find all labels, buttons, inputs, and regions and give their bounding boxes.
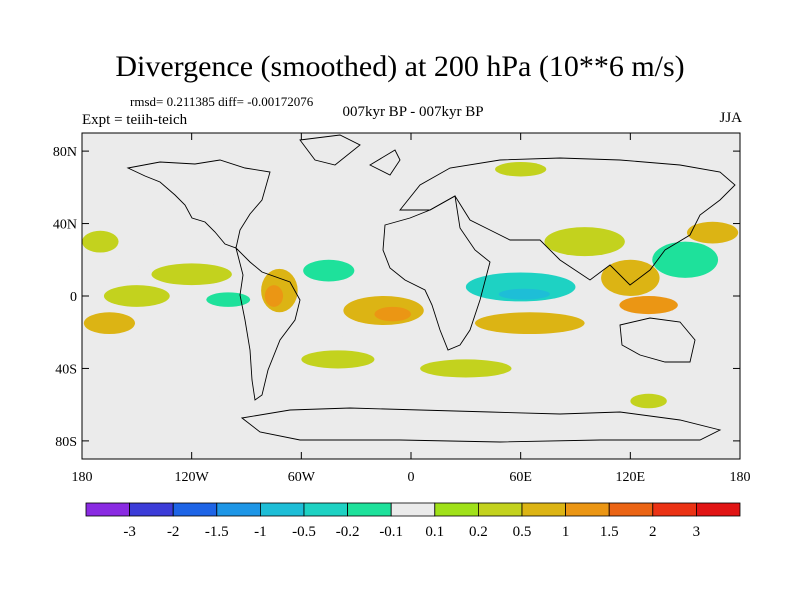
- field-region: [259, 223, 326, 249]
- colorbar-swatch: [216, 502, 261, 517]
- field-region: [319, 161, 393, 177]
- field-region: [96, 256, 141, 293]
- field-region: [495, 161, 547, 177]
- colorbar-swatch: [565, 502, 610, 517]
- colorbar-swatch: [303, 502, 348, 517]
- colorbar-label: 0.1: [425, 524, 444, 540]
- colorbar-swatch: [85, 502, 130, 517]
- colorbar-swatch: [521, 502, 566, 517]
- colorbar-label: -0.5: [292, 524, 316, 540]
- chart-title: Divergence (smoothed) at 200 hPa (10**6 …: [115, 50, 685, 83]
- colorbar-label: -3: [123, 524, 136, 540]
- field-region: [303, 259, 355, 282]
- x-tick-label: 180: [730, 470, 751, 485]
- field-region: [425, 221, 470, 244]
- y-tick-label: 40N: [53, 218, 77, 233]
- x-tick-label: 60W: [288, 470, 316, 485]
- y-tick-label: 80S: [55, 435, 77, 450]
- field-region: [206, 382, 251, 398]
- field-region: [619, 296, 678, 315]
- colorbar-label: -0.2: [336, 524, 360, 540]
- field-region: [151, 263, 232, 286]
- colorbar-label: 1.5: [600, 524, 619, 540]
- colorbar-swatch: [434, 502, 479, 517]
- field-region: [103, 285, 170, 307]
- colorbar-label: -1.5: [205, 524, 229, 540]
- y-axis: 80N 40N 0 40S 80S: [53, 145, 740, 450]
- rmsd-diff-stats: rmsd= 0.211385 diff= -0.00172076: [130, 94, 314, 109]
- field-region: [544, 227, 625, 257]
- field-region: [648, 406, 704, 421]
- y-tick-label: 80N: [53, 145, 77, 160]
- colorbar-swatch: [347, 502, 392, 517]
- period-label: 007kyr BP - 007kyr BP: [342, 104, 484, 120]
- colorbar-label: -1: [254, 524, 267, 540]
- x-tick-label: 0: [408, 470, 415, 485]
- colorbar-label: 0.2: [469, 524, 488, 540]
- field-region: [206, 292, 251, 307]
- colorbar-label: -0.1: [379, 524, 403, 540]
- colorbar-swatch: [390, 502, 436, 517]
- colorbar: -3 -2 -1.5 -1 -0.5 -0.2 -0.1 0.1 0.2 0.5 1 1.5 2 3: [85, 502, 741, 540]
- y-tick-label: 40S: [55, 362, 77, 377]
- field-region: [169, 306, 251, 329]
- colorbar-label: 3: [693, 524, 701, 540]
- colorbar-label: 2: [649, 524, 657, 540]
- x-tick-label: 180: [72, 470, 93, 485]
- field-region: [83, 312, 136, 335]
- field-region: [374, 306, 411, 322]
- field-region: [420, 359, 512, 378]
- colorbar-swatch: [259, 502, 305, 517]
- field-region: [657, 339, 731, 362]
- x-tick-label: 120W: [175, 470, 210, 485]
- field-region: [118, 161, 192, 177]
- experiment-label: Expt = teiih-teich: [82, 112, 188, 128]
- colorbar-swatch: [696, 502, 741, 517]
- field-region: [195, 187, 262, 206]
- field-region: [686, 221, 739, 244]
- colorbar-label: 0.5: [513, 524, 532, 540]
- colorbar-swatch: [172, 502, 218, 517]
- field-region: [264, 285, 284, 307]
- colorbar-swatch: [608, 502, 654, 517]
- field-region: [652, 241, 719, 278]
- colorbar-label: -2: [167, 524, 180, 540]
- field-region: [286, 317, 353, 340]
- field-region: [604, 205, 656, 224]
- coastlines: [126, 134, 736, 443]
- field-region: [301, 350, 375, 369]
- colorbar-swatch: [129, 502, 174, 517]
- colorbar-swatch: [477, 502, 523, 517]
- field-region: [557, 359, 631, 378]
- y-tick-label: 0: [70, 290, 77, 305]
- field-region: [601, 259, 660, 296]
- season-label: JJA: [719, 110, 742, 126]
- colorbar-swatch: [652, 502, 697, 517]
- x-axis: 180 120W 60W 0 60E 120E 180: [72, 133, 751, 485]
- field-region: [474, 312, 585, 335]
- field-region: [114, 337, 159, 356]
- field-region: [630, 393, 667, 409]
- x-tick-label: 60E: [509, 470, 532, 485]
- colorbar-label: 1: [562, 524, 570, 540]
- divergence-field: [82, 161, 739, 421]
- map-background: [82, 133, 740, 459]
- field-region: [82, 230, 119, 253]
- x-tick-label: 120E: [616, 470, 646, 485]
- field-region: [498, 288, 550, 300]
